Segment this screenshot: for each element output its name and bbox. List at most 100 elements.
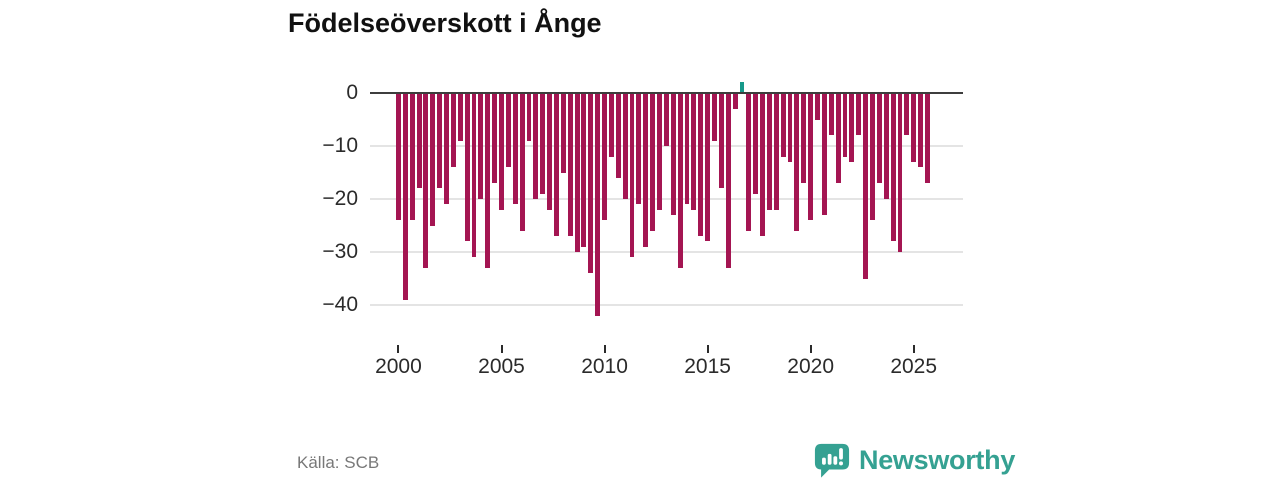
bar-2016-3 xyxy=(739,82,745,93)
bar-2011-2 xyxy=(629,93,635,258)
bar-2006-1 xyxy=(519,93,525,231)
bar-2016-2 xyxy=(732,93,738,109)
bar-2006-3 xyxy=(533,93,539,199)
bar-2013-3 xyxy=(677,93,683,268)
bar-2007-2 xyxy=(547,93,553,210)
source-label: Källa: SCB xyxy=(297,453,380,472)
gridline xyxy=(370,198,963,200)
bar-2025-2 xyxy=(918,93,923,168)
bar-2001-2 xyxy=(423,93,429,268)
newsworthy-wordmark: Newsworthy xyxy=(859,444,1016,475)
bar-2024-2 xyxy=(897,93,903,252)
x-tick-2010 xyxy=(603,345,606,353)
y-axis-label: −40 xyxy=(322,293,358,316)
x-axis-label-2020: 2020 xyxy=(787,355,834,378)
bar-2014-1 xyxy=(684,93,690,205)
x-axis-label-2000: 2000 xyxy=(375,355,422,378)
bar-2012-3 xyxy=(657,93,662,210)
bar-2012-2 xyxy=(650,93,656,231)
gridline xyxy=(370,145,963,147)
page-title: Födelseöverskott i Ånge xyxy=(288,8,602,38)
bar-2020-2 xyxy=(815,93,820,120)
bar-2011-3 xyxy=(636,93,642,205)
x-tick-2025 xyxy=(912,345,915,353)
y-axis-label: −20 xyxy=(322,187,358,210)
bar-2018-1 xyxy=(766,93,772,210)
x-axis-label-2010: 2010 xyxy=(581,355,628,378)
x-tick-2015 xyxy=(706,345,709,353)
gridline xyxy=(370,304,963,306)
bar-2023-1 xyxy=(870,93,875,221)
bar-2012-1 xyxy=(643,93,649,247)
bar-2021-2 xyxy=(835,93,841,184)
bar-2009-1 xyxy=(581,93,587,247)
bar-2023-2 xyxy=(876,93,882,184)
bar-2021-3 xyxy=(842,93,848,157)
bar-2003-3 xyxy=(471,93,477,258)
bar-2004-1 xyxy=(478,93,484,199)
x-tick-2000 xyxy=(397,345,400,353)
bar-2004-3 xyxy=(492,93,498,184)
bar-2005-3 xyxy=(512,93,518,205)
newsworthy-logo: Newsworthy xyxy=(813,441,1015,479)
bar-2025-1 xyxy=(911,93,917,162)
zero-axis-line xyxy=(370,92,963,94)
bar-2009-3 xyxy=(595,93,601,316)
bar-2013-1 xyxy=(663,93,669,146)
bar-2010-1 xyxy=(602,93,607,221)
bar-2008-1 xyxy=(560,93,566,173)
bar-2015-1 xyxy=(705,93,711,242)
bar-2010-3 xyxy=(615,93,621,178)
bar-2014-2 xyxy=(691,93,697,210)
bar-2015-2 xyxy=(712,93,717,141)
x-axis-label-2005: 2005 xyxy=(478,355,525,378)
bar-2005-2 xyxy=(505,93,511,168)
bar-2002-1 xyxy=(437,93,443,189)
bar-2003-1 xyxy=(457,93,463,141)
bar-2017-1 xyxy=(746,93,752,231)
x-axis-label-2015: 2015 xyxy=(684,355,731,378)
x-axis-label-2025: 2025 xyxy=(890,355,938,378)
bar-2000-3 xyxy=(409,93,415,221)
bar-2025-3 xyxy=(924,93,930,184)
bar-2020-1 xyxy=(808,93,814,221)
y-axis-label: −30 xyxy=(322,240,358,263)
bar-2008-2 xyxy=(567,93,573,237)
x-tick-2020 xyxy=(809,345,812,353)
bar-2017-2 xyxy=(753,93,759,194)
bar-2019-1 xyxy=(787,93,793,162)
bar-2022-2 xyxy=(856,93,862,136)
y-axis-label: −10 xyxy=(322,134,358,157)
bar-2002-3 xyxy=(450,93,456,168)
bar-2001-1 xyxy=(416,93,422,189)
y-axis-label: 0 xyxy=(346,81,358,104)
bar-2024-1 xyxy=(890,93,896,242)
bar-2008-3 xyxy=(574,93,580,252)
bar-2013-2 xyxy=(670,93,676,215)
bar-2022-3 xyxy=(863,93,869,279)
bar-2007-3 xyxy=(554,93,559,237)
bar-2016-1 xyxy=(725,93,731,268)
bar-2000-1 xyxy=(396,93,401,221)
bar-2015-3 xyxy=(718,93,724,189)
newsworthy-bubble-icon xyxy=(813,442,851,479)
bar-2014-3 xyxy=(698,93,704,237)
bar-2020-3 xyxy=(821,93,827,215)
bar-2005-1 xyxy=(499,93,504,210)
bar-2019-2 xyxy=(794,93,800,231)
bar-2007-1 xyxy=(540,93,546,194)
bar-2023-3 xyxy=(883,93,889,199)
bar-2003-2 xyxy=(464,93,470,242)
bar-2001-3 xyxy=(430,93,436,226)
bar-2010-2 xyxy=(608,93,614,157)
bar-2009-2 xyxy=(588,93,594,274)
x-tick-2005 xyxy=(500,345,503,353)
bar-2011-1 xyxy=(622,93,628,199)
bar-2006-2 xyxy=(526,93,532,141)
bar-2000-2 xyxy=(402,93,408,300)
bar-2017-3 xyxy=(760,93,765,237)
bar-2022-1 xyxy=(849,93,855,162)
bar-2018-3 xyxy=(780,93,786,157)
bar-2004-2 xyxy=(485,93,491,268)
